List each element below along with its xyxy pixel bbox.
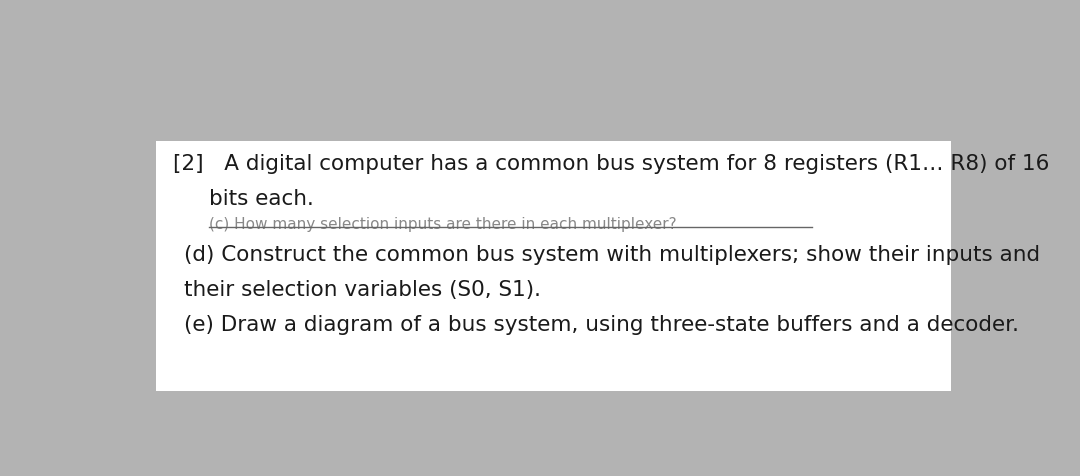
FancyBboxPatch shape: [156, 141, 951, 391]
Text: (d) Construct the common bus system with multiplexers; show their inputs and: (d) Construct the common bus system with…: [184, 245, 1040, 265]
Text: (c) How many selection inputs are there in each multiplexer?: (c) How many selection inputs are there …: [210, 217, 677, 231]
Text: bits each.: bits each.: [210, 189, 314, 209]
Text: [2]   A digital computer has a common bus system for 8 registers (R1… R8) of 16: [2] A digital computer has a common bus …: [173, 154, 1049, 174]
Text: (e) Draw a diagram of a bus system, using three-state buffers and a decoder.: (e) Draw a diagram of a bus system, usin…: [184, 315, 1018, 335]
Text: their selection variables (S0, S1).: their selection variables (S0, S1).: [184, 279, 541, 299]
